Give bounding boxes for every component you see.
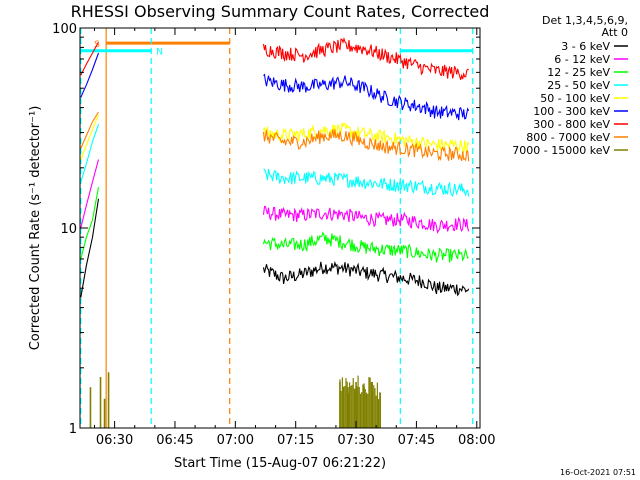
- legend-label: 12 - 25 keV: [547, 66, 610, 79]
- series-6: [263, 73, 470, 121]
- x-tick-label: 07:45: [398, 433, 435, 448]
- series-line: [263, 168, 470, 197]
- legend-entry: 3 - 6 keV: [561, 40, 628, 53]
- series-8: [262, 129, 470, 162]
- legend-header: Att 0: [602, 26, 628, 39]
- legend-entry: 25 - 50 keV: [547, 79, 628, 92]
- series-line: [262, 122, 470, 154]
- x-axis-label: Start Time (15-Aug-07 06:21:22): [174, 456, 386, 471]
- legend-header: Det 1,3,4,5,6,9,: [542, 14, 628, 27]
- legend-label: 3 - 6 keV: [561, 40, 610, 53]
- generation-timestamp: 16-Oct-2021 07:51: [560, 468, 636, 477]
- legend-entry: 12 - 25 keV: [547, 66, 628, 79]
- y-tick-label: 1: [69, 422, 77, 437]
- series-4: [263, 168, 470, 197]
- flag-label: N: [156, 48, 163, 58]
- legend-entry: 100 - 300 keV: [533, 105, 628, 118]
- x-tick-label: 07:15: [277, 433, 314, 448]
- x-tick-label: 07:00: [217, 433, 254, 448]
- series-line: [262, 231, 469, 263]
- legend-label: 100 - 300 keV: [533, 105, 610, 118]
- observing-flags: SN: [80, 28, 474, 428]
- legend-label: 300 - 800 keV: [533, 118, 610, 131]
- x-tick-label: 06:45: [156, 433, 193, 448]
- series-7: [262, 37, 469, 80]
- legend-label: 7000 - 15000 keV: [512, 144, 610, 157]
- chart-title: RHESSI Observing Summary Count Rates, Co…: [71, 2, 490, 21]
- flag-saa-1: S: [94, 28, 231, 428]
- rise-line: [80, 41, 99, 76]
- rise-line: [80, 114, 100, 160]
- rise-line: [80, 124, 100, 183]
- series-line: [262, 129, 470, 162]
- legend-label: 6 - 12 keV: [554, 53, 610, 66]
- initial-rise: [80, 41, 100, 298]
- legend-entry: 50 - 100 keV: [540, 92, 628, 105]
- x-tick-label: 07:30: [337, 433, 374, 448]
- x-tick-label: 08:00: [458, 433, 495, 448]
- series-line: [262, 37, 469, 80]
- series-line: [263, 73, 470, 121]
- y-tick-label: 10: [60, 222, 77, 237]
- legend-label: 25 - 50 keV: [547, 79, 610, 92]
- series-2: [262, 205, 470, 234]
- y-tick-label: 100: [52, 22, 77, 37]
- legend-label: 50 - 100 keV: [540, 92, 610, 105]
- legend-entry: 6 - 12 keV: [554, 53, 628, 66]
- rise-line: [80, 111, 99, 149]
- legend-entry: 300 - 800 keV: [533, 118, 628, 131]
- flag-night-2: N: [80, 28, 163, 428]
- rise-line: [80, 187, 100, 260]
- series-layer: [80, 37, 470, 428]
- rise-line: [80, 52, 100, 98]
- series-1: [262, 260, 470, 297]
- rise-line: [80, 198, 100, 298]
- y-axis-label: Corrected Count Rate (s⁻¹ detector⁻¹): [28, 106, 43, 351]
- legend-entry: 7000 - 15000 keV: [512, 144, 628, 157]
- series-line: [262, 260, 470, 297]
- x-tick-label: 06:30: [96, 433, 133, 448]
- axes: 06:30 06:45 07:00 07:15 07:30 07:45 08:00 1 10 10…: [52, 22, 495, 448]
- series-line: [262, 205, 470, 234]
- series-3: [262, 231, 469, 263]
- legend-entry: 800 - 7000 keV: [526, 131, 628, 144]
- legend-label: 800 - 7000 keV: [526, 131, 610, 144]
- rise-line: [80, 159, 100, 229]
- series-5: [262, 122, 470, 154]
- series-9: [89, 372, 382, 428]
